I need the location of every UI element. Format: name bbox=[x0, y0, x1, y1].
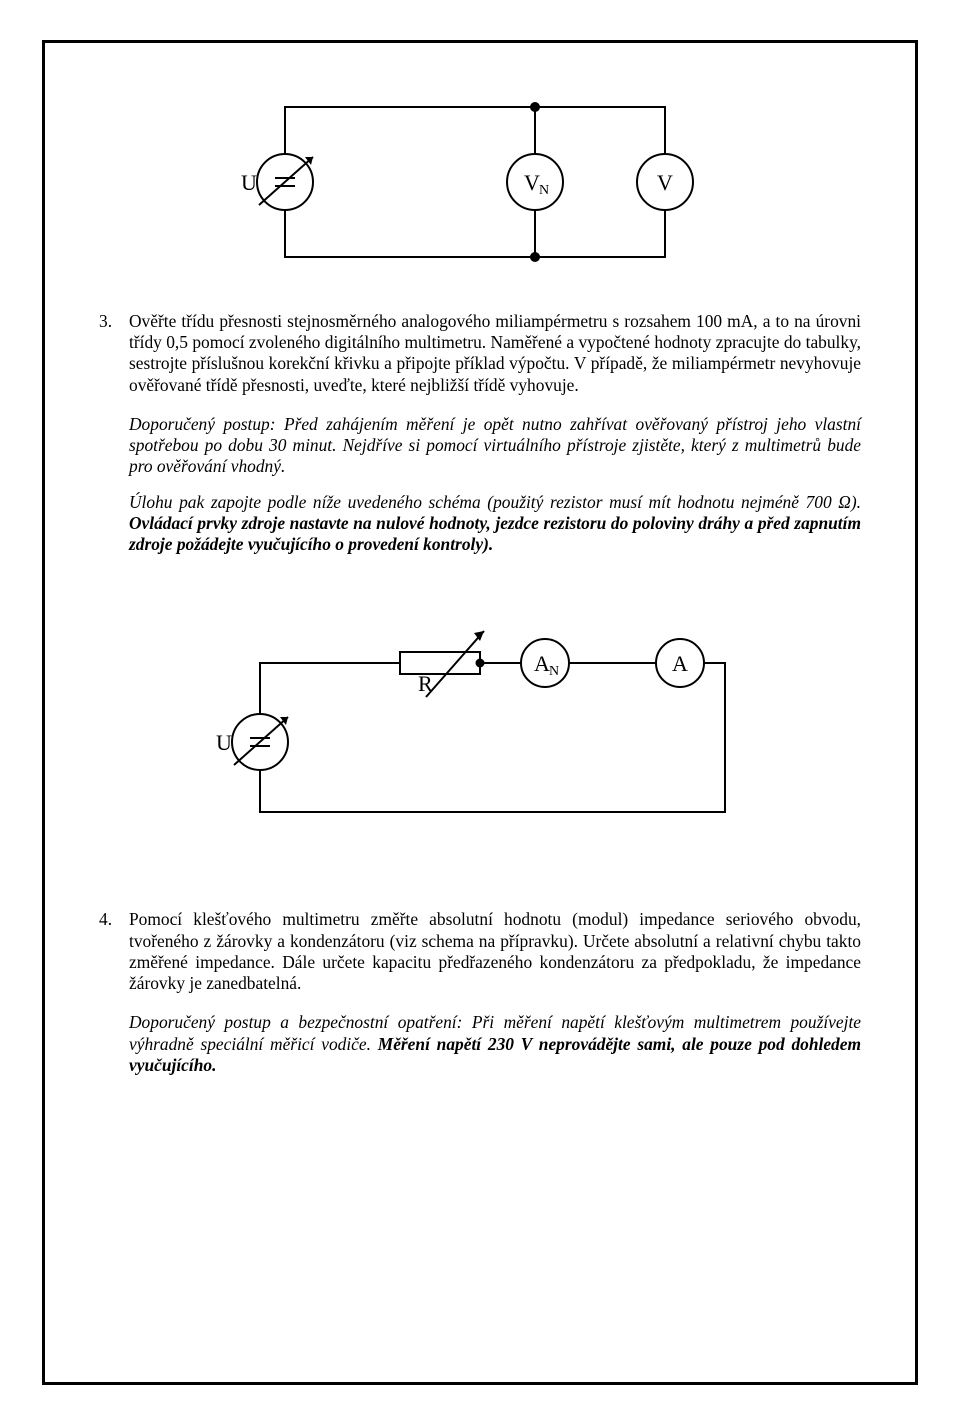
label-r: R bbox=[418, 671, 433, 696]
spacer bbox=[99, 861, 861, 909]
spacer bbox=[99, 561, 861, 587]
circuit-diagram-ammeter: U R A N A bbox=[200, 587, 760, 837]
page: U V N V 3. Ověřte třídu přesnosti stejno… bbox=[0, 0, 960, 1425]
section-3-note-a: Doporučený postup: Před zahájením měření… bbox=[129, 414, 861, 478]
label-an: A bbox=[534, 651, 550, 676]
section-3-number: 3. bbox=[99, 311, 129, 396]
label-vn: V bbox=[524, 170, 540, 195]
label-v: V bbox=[657, 170, 673, 195]
section-3-text: Ověřte třídu přesnosti stejnosměrného an… bbox=[129, 311, 861, 396]
label-an-sub: N bbox=[549, 664, 559, 679]
section-3-note-b: Úlohu pak zapojte podle níže uvedeného s… bbox=[129, 492, 861, 556]
section-3: 3. Ověřte třídu přesnosti stejnosměrného… bbox=[99, 311, 861, 396]
section-4-text: Pomocí klešťového multimetru změřte abso… bbox=[129, 909, 861, 994]
section-4-note: Doporučený postup a bezpečnostní opatřen… bbox=[129, 1012, 861, 1076]
section-4: 4. Pomocí klešťového multimetru změřte a… bbox=[99, 909, 861, 994]
circuit-diagram-voltmeter: U V N V bbox=[235, 77, 725, 287]
label-vn-sub: N bbox=[539, 183, 549, 198]
label-a: A bbox=[672, 651, 688, 676]
section-4-number: 4. bbox=[99, 909, 129, 994]
label-u2: U bbox=[216, 730, 232, 755]
content-frame: U V N V 3. Ověřte třídu přesnosti stejno… bbox=[42, 40, 918, 1385]
label-u: U bbox=[241, 170, 257, 195]
